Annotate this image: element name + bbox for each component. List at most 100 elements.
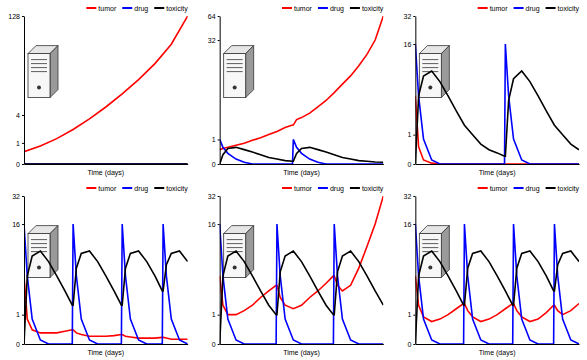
server-slot [31,67,47,68]
y-axis: 011632 [12,193,24,348]
server-slot [227,71,243,72]
legend-label: toxicity [558,185,580,193]
server-button [233,86,237,90]
tick-mark [22,16,24,17]
legend-label: toxicity [166,5,188,13]
tick-label: 0 [16,341,20,348]
x-axis-title: Time (days) [283,169,320,177]
server-slot [422,59,438,60]
y-axis: 011632 [404,193,416,348]
y-axis: 011632 [404,13,416,168]
tick: 16 [404,41,416,48]
series-group [220,16,384,164]
server-button [37,266,41,270]
legend-swatch [318,7,328,9]
legend-entry: drug [122,5,148,13]
legend-label: toxicity [166,185,188,193]
tick: 0 [16,161,24,168]
legend: tumordrugtoxicity [86,5,188,13]
legend-entry: toxicity [154,185,188,193]
x-axis [25,164,189,165]
axis-line [220,17,221,165]
tick-label: 64 [208,13,216,20]
server-slot [227,59,243,60]
legend: tumordrugtoxicity [478,185,580,193]
server-slot [422,67,438,68]
tick-mark [218,164,220,165]
axis-line [416,344,580,345]
series-line [415,71,579,164]
tick: 1 [407,311,415,318]
series-group [24,16,188,164]
tick: 32 [208,37,220,44]
plot-area: 011632Time (days)tumordrugtoxicity [404,5,580,178]
y-axis: 014128 [8,13,24,168]
tick-label: 1 [212,136,216,143]
tick-label: 1 [407,311,411,318]
panel: 011632Time (days)tumordrugtoxicity [404,185,580,358]
legend-swatch [546,187,556,189]
server-slot [227,67,243,68]
tick: 0 [407,341,415,348]
tick-label: 16 [404,41,412,48]
server-slot [422,247,438,248]
legend-entry: toxicity [546,5,580,13]
legend-label: drug [526,185,540,193]
series-line [415,251,579,344]
legend: tumor drug toxicity [282,185,384,193]
x-axis-title: Time (days) [479,169,516,177]
legend-label: toxicity [362,185,384,193]
legend-label: drug [330,185,344,193]
plot-area: 013264Time (days)tumordrugtoxicity [208,5,384,178]
series-line [220,147,384,164]
legend-swatch [122,7,132,9]
server-front [224,234,246,278]
tick-mark [218,315,220,316]
legend-entry: drug [514,5,540,13]
tick-mark [218,40,220,41]
x-axis [416,344,580,345]
tick: 64 [208,13,220,20]
chart-root: 014128Time (days)tumordrugtoxicity013264… [0,0,587,360]
legend-entry: toxicity [350,5,384,13]
legend-swatch [514,187,524,189]
legend-label: tumor [294,5,313,12]
legend-label: tumor [98,185,117,192]
tick: 128 [8,13,24,20]
y-axis: 011632 [208,193,220,348]
tick-label: 128 [8,13,20,20]
axis-line [220,197,221,345]
server-slot [422,63,438,64]
x-axis-title: Time (days) [87,169,124,177]
tick-label: 0 [407,161,411,168]
legend-entry: drug [318,5,344,13]
tick-label: 32 [208,37,216,44]
series-line [24,163,188,164]
server-slot [31,63,47,64]
plot-area: 011632 Time (days) tumor drug toxicity [208,185,384,358]
legend-label: drug [330,5,344,13]
server-slot [31,239,47,240]
tick: 1 [212,136,220,143]
tick-label: 1 [16,140,20,147]
legend-entry: tumor [86,185,117,192]
tick-label: 32 [12,193,20,200]
server-button [233,266,237,270]
tick: 32 [12,193,24,200]
tick: 0 [212,341,220,348]
legend-swatch [122,187,132,189]
tick: 0 [407,161,415,168]
axis-line [415,17,416,165]
legend-swatch [478,187,488,189]
legend-entry: toxicity [350,185,384,193]
legend-label: toxicity [362,5,384,13]
axis-line [220,344,384,345]
tick: 16 [404,221,416,228]
server-button [428,266,432,270]
tick: 1 [16,311,24,318]
server-button [428,86,432,90]
series-line [220,139,384,164]
legend-label: tumor [294,185,313,192]
panel: 014128Time (days)tumordrugtoxicity [8,5,188,178]
x-axis-title: Time (days) [283,349,320,357]
